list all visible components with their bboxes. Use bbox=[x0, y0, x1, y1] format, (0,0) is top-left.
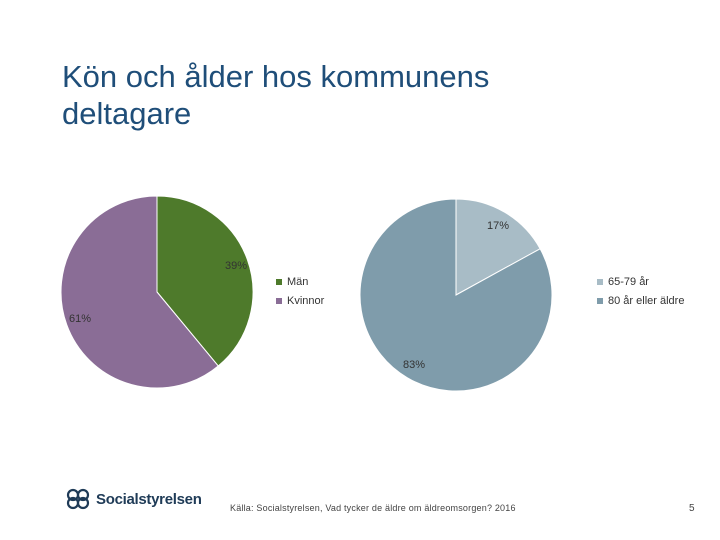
slice-80-plus bbox=[359, 198, 553, 392]
legend-swatch-65-79 bbox=[597, 279, 603, 285]
slice-men bbox=[156, 195, 254, 367]
slice-65-79 bbox=[455, 198, 541, 296]
socialstyrelsen-logo: Socialstyrelsen bbox=[64, 488, 202, 510]
page-number: 5 bbox=[689, 503, 695, 514]
legend-item-65-79: 65-79 år bbox=[597, 276, 649, 288]
slice-women bbox=[60, 195, 219, 389]
legend-item-women: Kvinnor bbox=[276, 295, 324, 307]
legend-label-80-plus: 80 år eller äldre bbox=[608, 295, 685, 307]
logo-text: Socialstyrelsen bbox=[96, 490, 202, 508]
slice-women-label: 61% bbox=[69, 313, 91, 325]
legend-swatch-women bbox=[276, 298, 282, 304]
legend-label-men: Män bbox=[287, 276, 309, 288]
pie-chart-gender: 39% 61% bbox=[60, 195, 254, 389]
source-citation: Källa: Socialstyrelsen, Vad tycker de äl… bbox=[230, 503, 516, 513]
slice-65-79-label: 17% bbox=[487, 220, 509, 232]
pie-chart-age: 17% 83% bbox=[359, 198, 553, 392]
legend-label-65-79: 65-79 år bbox=[608, 276, 649, 288]
logo-icon bbox=[66, 488, 90, 510]
slice-men-label: 39% bbox=[225, 260, 247, 272]
legend-swatch-men bbox=[276, 279, 282, 285]
legend-item-men: Män bbox=[276, 276, 308, 288]
legend-item-80-plus: 80 år eller äldre bbox=[597, 295, 684, 307]
slide-title: Kön och ålder hos kommunens deltagare bbox=[62, 59, 490, 131]
slice-80-plus-label: 83% bbox=[403, 359, 425, 371]
legend-swatch-80-plus bbox=[597, 298, 603, 304]
legend-label-women: Kvinnor bbox=[287, 295, 325, 307]
